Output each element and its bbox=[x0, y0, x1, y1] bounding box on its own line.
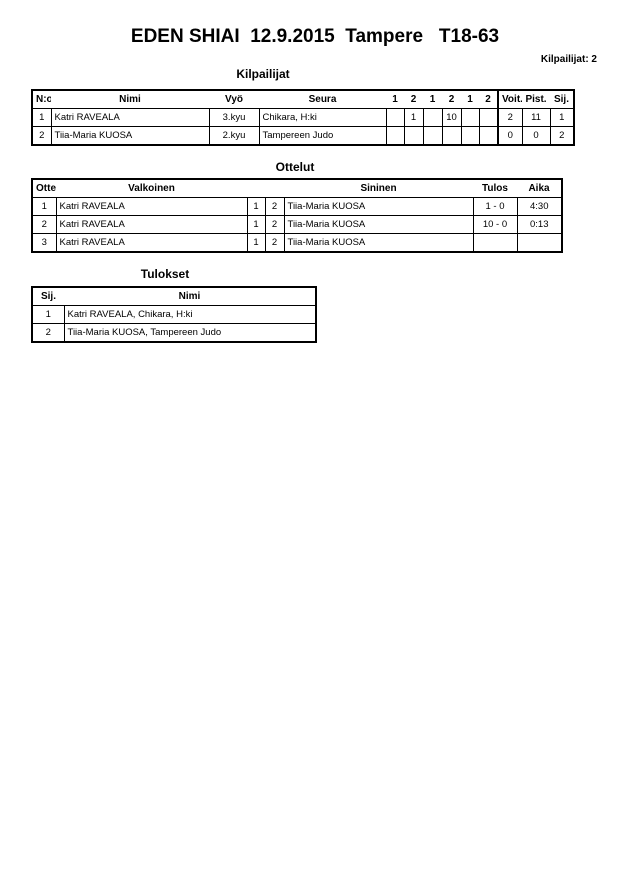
results-heading: Tulokset bbox=[140, 267, 190, 281]
column-header: 1 bbox=[386, 90, 404, 109]
column-header bbox=[265, 179, 284, 198]
table-cell: 1 bbox=[549, 108, 575, 127]
competitors-heading: Kilpailijat bbox=[236, 67, 290, 81]
table-cell: 11 bbox=[521, 108, 551, 127]
table-row: 2 Tiia-Maria KUOSA, Tampereen Judo bbox=[31, 323, 317, 343]
table-row: 3 Katri RAVEALA 1 2 Tiia-Maria KUOSA bbox=[31, 233, 563, 253]
column-header: Pist. bbox=[522, 90, 550, 109]
table-cell: 2 bbox=[264, 215, 285, 234]
column-header bbox=[247, 179, 265, 198]
column-header: Sij. bbox=[550, 90, 574, 109]
table-cell: Tiia-Maria KUOSA bbox=[283, 233, 474, 253]
column-header: Valkoinen bbox=[56, 179, 247, 198]
table-cell: 2 bbox=[31, 323, 65, 343]
matches-heading: Ottelut bbox=[275, 160, 315, 174]
table-row: 1 Katri RAVEALA 3.kyu Chikara, H:ki 1 10 2 11 1 bbox=[31, 108, 575, 127]
table-cell: 1 bbox=[246, 233, 266, 253]
results-table: Sij. Nimi 1 Katri RAVEALA, Chikara, H:ki 2 Ti… bbox=[31, 286, 317, 343]
table-cell: Tampereen Judo bbox=[258, 126, 387, 146]
column-header: Seura bbox=[259, 90, 386, 109]
table-cell: Katri RAVEALA bbox=[55, 215, 248, 234]
column-header: Nimi bbox=[64, 287, 316, 306]
table-cell: 10 bbox=[441, 108, 462, 127]
table-cell bbox=[460, 126, 480, 146]
column-header: Sininen bbox=[284, 179, 473, 198]
table-row: 1 Katri RAVEALA 1 2 Tiia-Maria KUOSA 1 - 0 4:3… bbox=[31, 197, 563, 216]
table-cell: Tiia-Maria KUOSA bbox=[283, 215, 474, 234]
column-header: 2 bbox=[404, 90, 423, 109]
column-header: 2 bbox=[442, 90, 461, 109]
table-cell: 1 bbox=[246, 215, 266, 234]
table-cell: 0:13 bbox=[516, 215, 563, 234]
column-header: Tulos bbox=[473, 179, 517, 198]
table-cell: Tiia-Maria KUOSA bbox=[283, 197, 474, 216]
table-row: 1 Katri RAVEALA, Chikara, H:ki bbox=[31, 305, 317, 324]
table-cell bbox=[478, 108, 499, 127]
table-cell bbox=[422, 126, 443, 146]
column-header: Voit. bbox=[497, 90, 522, 109]
table-cell: 0 bbox=[521, 126, 551, 146]
table-cell: Chikara, H:ki bbox=[258, 108, 387, 127]
table-cell: Katri RAVEALA bbox=[55, 197, 248, 216]
table-cell bbox=[385, 126, 405, 146]
table-cell: 3.kyu bbox=[208, 108, 260, 127]
table-cell: Katri RAVEALA bbox=[50, 108, 210, 127]
table-cell: 2 bbox=[497, 108, 523, 127]
table-cell: 1 bbox=[31, 305, 65, 324]
column-header: Aika bbox=[517, 179, 562, 198]
column-header: 1 bbox=[423, 90, 442, 109]
header-row: N:oNimiVyöSeura121212Voit.Pist.Sij. bbox=[32, 90, 574, 109]
column-header: Vyö bbox=[209, 90, 259, 109]
table-cell: Katri RAVEALA, Chikara, H:ki bbox=[63, 305, 317, 324]
table-cell: 1 bbox=[246, 197, 266, 216]
table-cell bbox=[441, 126, 462, 146]
header-row: Sij. Nimi bbox=[32, 287, 316, 306]
table-cell bbox=[478, 126, 499, 146]
table-cell: 4:30 bbox=[516, 197, 563, 216]
table-cell bbox=[516, 233, 563, 253]
table-cell: 1 bbox=[403, 108, 424, 127]
column-header: Nimi bbox=[51, 90, 209, 109]
table-cell: 1 bbox=[31, 108, 52, 127]
competitors-table: N:oNimiVyöSeura121212Voit.Pist.Sij.1Katr… bbox=[31, 89, 575, 146]
column-header: 1 bbox=[461, 90, 479, 109]
table-cell: Katri RAVEALA bbox=[55, 233, 248, 253]
table-row: 2 Katri RAVEALA 1 2 Tiia-Maria KUOSA 10 - 0 0:… bbox=[31, 215, 563, 234]
table-cell: 0 bbox=[497, 126, 523, 146]
table-cell bbox=[472, 233, 518, 253]
table-cell: 10 - 0 bbox=[472, 215, 518, 234]
table-cell: Tiia-Maria KUOSA bbox=[50, 126, 210, 146]
matches-table: OtteluValkoinenSininenTulosAika1Katri RA… bbox=[31, 178, 563, 253]
table-cell: 3 bbox=[31, 233, 57, 253]
table-cell: 2 bbox=[549, 126, 575, 146]
competitor-count: Kilpailijat: 2 bbox=[540, 54, 597, 65]
table-cell: 1 bbox=[31, 197, 57, 216]
table-cell: 1 - 0 bbox=[472, 197, 518, 216]
column-header: Ottelu bbox=[32, 179, 56, 198]
table-cell: Tiia-Maria KUOSA, Tampereen Judo bbox=[63, 323, 317, 343]
page-title: EDEN SHIAI 12.9.2015 Tampere T18-63 bbox=[130, 26, 500, 47]
column-header: Sij. bbox=[32, 287, 64, 306]
table-cell bbox=[460, 108, 480, 127]
table-cell: 2 bbox=[31, 215, 57, 234]
table-cell: 2.kyu bbox=[208, 126, 260, 146]
table-cell: 2 bbox=[264, 197, 285, 216]
column-header: N:o bbox=[32, 90, 51, 109]
table-cell bbox=[422, 108, 443, 127]
table-cell: 2 bbox=[31, 126, 52, 146]
column-header: 2 bbox=[479, 90, 498, 109]
table-cell bbox=[403, 126, 424, 146]
table-cell: 2 bbox=[264, 233, 285, 253]
table-row: 2 Tiia-Maria KUOSA 2.kyu Tampereen Judo 0 0 2 bbox=[31, 126, 575, 146]
table-cell bbox=[385, 108, 405, 127]
